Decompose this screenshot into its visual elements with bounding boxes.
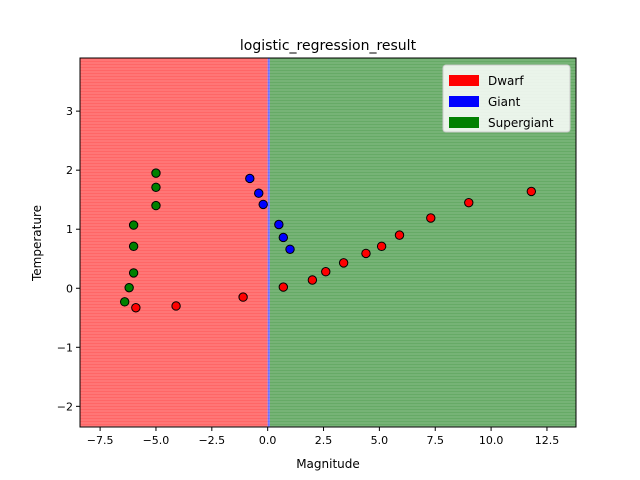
point-supergiant [119,297,130,307]
point-dwarf [131,303,141,313]
legend-swatch-giant [449,96,479,107]
point-supergiant [128,220,139,230]
x-tick-label: 7.5 [426,434,444,447]
x-axis-ticks: −7.5 −5.0 −2.5 0.0 2.5 5.0 7.5 10.0 12.5 [87,427,559,447]
point-dwarf [426,213,436,223]
y-tick-label: −2 [57,400,73,413]
point-dwarf [376,241,387,252]
point-supergiant [151,168,161,178]
point-giant [254,188,264,198]
point-supergiant [128,241,139,252]
point-giant [258,199,268,210]
legend-swatch-supergiant [449,117,479,128]
y-tick-label: 0 [66,282,73,295]
x-axis-label: Magnitude [296,457,360,471]
point-dwarf [338,258,349,268]
point-giant [278,232,289,243]
legend-label-giant: Giant [488,95,521,109]
y-axis-ticks: −2 −1 0 1 2 3 [57,105,80,413]
point-supergiant [128,268,139,278]
x-tick-label: 0.0 [259,434,277,447]
region-giant [267,58,270,427]
legend-label-dwarf: Dwarf [488,74,524,88]
point-dwarf [171,301,181,311]
x-tick-label: −2.5 [198,434,225,447]
point-dwarf [321,267,331,277]
point-dwarf [238,292,248,302]
region-texture [80,59,576,427]
chart-title: logistic_regression_result [240,38,417,54]
point-supergiant [151,200,161,211]
x-tick-label: 2.5 [315,434,333,447]
y-tick-label: −1 [57,341,73,354]
point-dwarf [361,248,371,259]
point-dwarf [394,230,405,240]
x-tick-label: 5.0 [371,434,389,447]
plot-frame [79,57,577,428]
y-tick-label: 1 [66,223,73,236]
legend-label-supergiant: Supergiant [488,116,554,130]
point-dwarf [307,275,318,285]
y-tick-label: 3 [66,105,73,118]
point-dwarf [464,197,474,208]
x-tick-label: 12.5 [535,434,560,447]
x-tick-label: 10.0 [479,434,504,447]
point-dwarf [278,282,289,292]
data-points [119,168,537,313]
point-supergiant [151,182,161,192]
point-giant [285,244,295,254]
point-giant [274,219,284,230]
legend-swatch-dwarf [449,75,479,86]
legend: Dwarf Giant Supergiant [442,64,571,133]
x-tick-label: −5.0 [143,434,170,447]
y-tick-label: 2 [66,164,73,177]
point-dwarf [526,186,537,197]
point-supergiant [124,282,134,293]
region-dwarf [80,58,268,427]
point-giant [245,173,255,184]
y-axis-label: Temperature [30,205,44,282]
x-tick-label: −7.5 [87,434,114,447]
